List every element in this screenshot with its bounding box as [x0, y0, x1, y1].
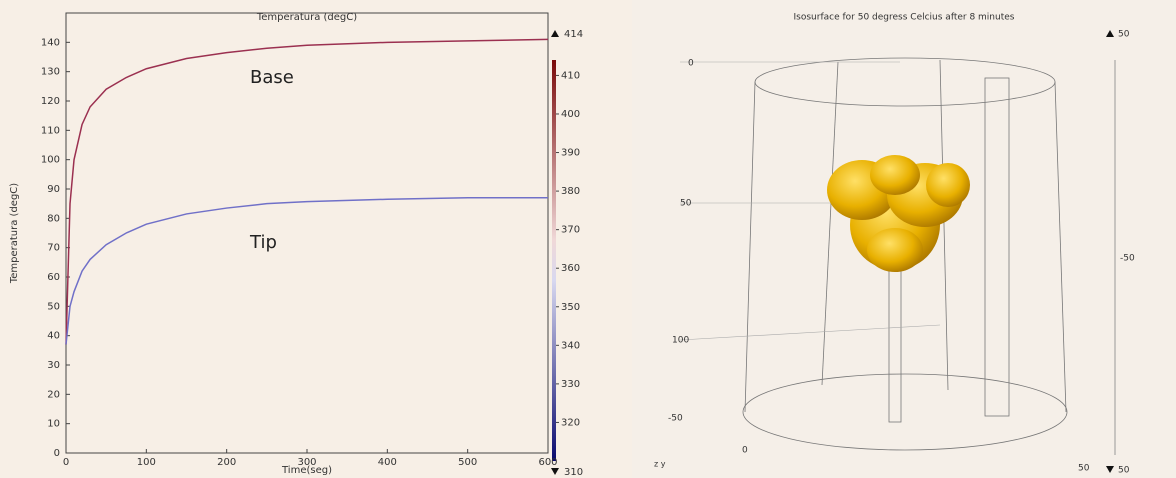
- axis-label: 0: [742, 446, 748, 456]
- y-tick-label: 110: [41, 125, 60, 136]
- x-tick-label: 300: [297, 457, 316, 468]
- colorbar-tick-label: 360: [561, 263, 580, 274]
- screenshot: Temperatura (degC) Time(seg) Temperatura…: [0, 0, 1176, 478]
- y-tick-label: 10: [47, 419, 60, 430]
- y-tick-label: 30: [47, 360, 60, 371]
- colorbar-tick-label: 340: [561, 340, 580, 351]
- x-tick-label: 500: [458, 457, 477, 468]
- y-axis-label: Temperatura (degC): [9, 183, 20, 284]
- axis-label: 0: [688, 59, 694, 69]
- y-tick-label: 40: [47, 331, 60, 342]
- axis-label: 50: [1078, 464, 1090, 474]
- axis-label: 50: [1118, 466, 1130, 476]
- series-annotation: Tip: [249, 232, 277, 253]
- colorbar-max: 414: [564, 29, 583, 40]
- colorbar-tick-label: 390: [561, 148, 580, 159]
- y-tick-label: 100: [41, 155, 60, 166]
- y-tick-label: 50: [47, 301, 60, 312]
- x-tick-label: 600: [538, 457, 557, 468]
- y-tick-label: 120: [41, 96, 60, 107]
- series-annotation: Base: [250, 67, 294, 88]
- y-tick-label: 20: [47, 389, 60, 400]
- colorbar-tick-label: 410: [561, 70, 580, 81]
- colorbar-tick-label: 380: [561, 186, 580, 197]
- y-tick-label: 70: [47, 243, 60, 254]
- colorbar-tick-label: 330: [561, 379, 580, 390]
- x-tick-label: 200: [217, 457, 236, 468]
- y-tick-label: 60: [47, 272, 60, 283]
- y-tick-label: 130: [41, 67, 60, 78]
- x-tick-label: 0: [63, 457, 69, 468]
- colorbar-tick-label: 320: [561, 417, 580, 428]
- axis-label: -50: [668, 414, 683, 424]
- colorbar: [552, 60, 556, 461]
- panel-title: Isosurface for 50 degress Celcius after …: [794, 13, 1015, 23]
- axis-label: 50: [1118, 30, 1130, 40]
- x-tick-label: 100: [137, 457, 156, 468]
- y-tick-label: 90: [47, 184, 60, 195]
- axis-label: -50: [1120, 254, 1135, 264]
- y-tick-label: 140: [41, 37, 60, 48]
- colorbar-min: 310: [564, 467, 583, 478]
- axis-label: 50: [680, 199, 692, 209]
- colorbar-tick-label: 400: [561, 109, 580, 120]
- colorbar-tick-label: 350: [561, 302, 580, 313]
- chart-title: Temperatura (degC): [256, 12, 357, 23]
- x-tick-label: 400: [378, 457, 397, 468]
- colorbar-tick-label: 370: [561, 225, 580, 236]
- axis-triad: z y: [654, 460, 666, 469]
- y-tick-label: 0: [54, 448, 60, 459]
- axis-label: 100: [672, 336, 689, 346]
- y-tick-label: 80: [47, 213, 60, 224]
